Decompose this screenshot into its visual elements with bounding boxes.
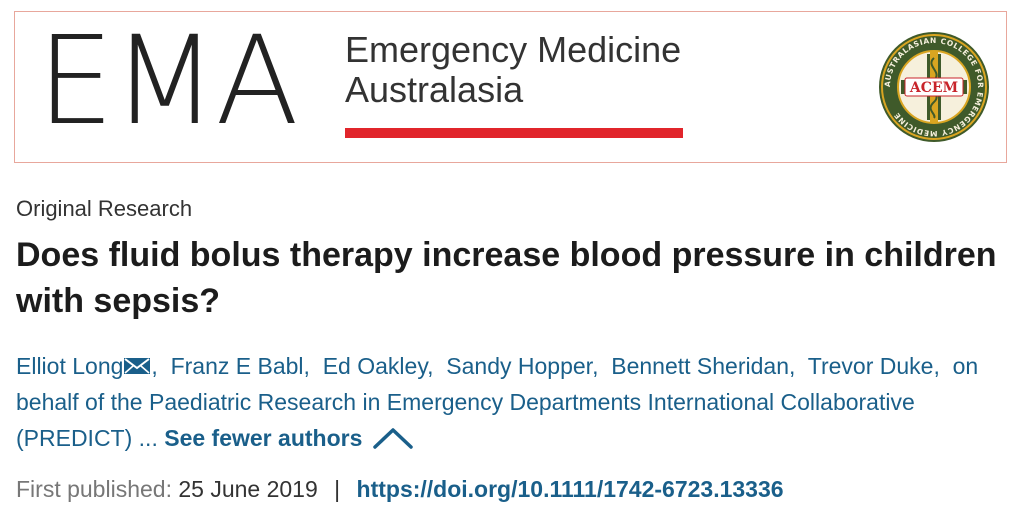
author-list: Elliot Long , Franz E Babl, Ed Oakley, S… <box>16 353 979 451</box>
brand-rule <box>345 128 683 138</box>
journal-banner[interactable]: EMA Emergency Medicine Australasia AUSTR… <box>14 11 1007 163</box>
article-title: Does fluid bolus therapy increase blood … <box>16 236 997 320</box>
journal-name: Emergency Medicine Australasia <box>345 30 681 110</box>
first-published-label: First published: <box>16 476 172 502</box>
journal-name-line1: Emergency Medicine <box>345 29 682 70</box>
author-link-elliot-long[interactable]: Elliot Long <box>16 353 124 379</box>
envelope-icon[interactable] <box>123 356 151 376</box>
author-link-franz-babl[interactable]: Franz E Babl <box>170 353 304 379</box>
first-published-date: 25 June 2019 <box>178 476 318 502</box>
author-link-bennett-sheridan[interactable]: Bennett Sheridan <box>611 353 789 379</box>
journal-name-line2: Australasia <box>345 69 524 110</box>
publication-info: First published: 25 June 2019 | https://… <box>16 476 784 503</box>
article-type: Original Research <box>16 196 193 221</box>
author-link-sandy-hopper[interactable]: Sandy Hopper <box>446 353 593 379</box>
author-ellipsis: ... <box>138 425 158 451</box>
acem-seal-logo: AUSTRALASIAN COLLEGE FOR EMERGENCY MEDIC… <box>879 32 989 142</box>
chevron-up-icon[interactable] <box>372 426 414 450</box>
ema-logo: EMA <box>37 10 299 152</box>
author-link-ed-oakley[interactable]: Ed Oakley <box>322 353 428 379</box>
info-separator: | <box>334 476 341 502</box>
seal-abbrev: ACEM <box>909 80 958 96</box>
see-fewer-authors-link[interactable]: See fewer authors <box>164 425 363 451</box>
author-link-trevor-duke[interactable]: Trevor Duke <box>807 353 934 379</box>
doi-link[interactable]: https://doi.org/10.1111/1742-6723.13336 <box>356 476 784 502</box>
author-link-predict[interactable]: on behalf of the Paediatric Research in … <box>16 353 979 451</box>
